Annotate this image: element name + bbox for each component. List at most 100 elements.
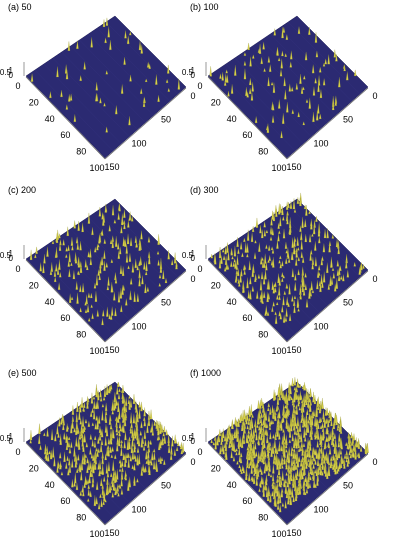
peak <box>299 445 303 452</box>
peak <box>104 498 107 503</box>
peak <box>126 233 130 245</box>
peak <box>242 283 245 294</box>
peak <box>267 245 271 251</box>
peak <box>317 449 320 460</box>
peak <box>59 460 62 470</box>
y-tick-label: 50 <box>161 115 171 125</box>
peak <box>116 385 119 395</box>
peak <box>140 437 144 448</box>
peak <box>284 483 288 494</box>
peak <box>328 446 332 455</box>
grid-line <box>252 45 328 123</box>
peak <box>87 421 91 427</box>
peak <box>319 466 322 476</box>
peak <box>287 495 290 505</box>
peak <box>60 471 64 476</box>
peak <box>281 50 284 57</box>
peak <box>255 217 259 228</box>
peak <box>287 257 291 263</box>
peak <box>315 406 318 417</box>
peak <box>276 486 279 497</box>
peak <box>89 447 92 455</box>
peak <box>289 201 293 209</box>
peak <box>255 431 258 441</box>
x-tick-label: 40 <box>227 114 237 124</box>
peak <box>312 391 315 403</box>
peak <box>49 91 52 98</box>
peak <box>274 412 277 422</box>
peak <box>167 64 170 74</box>
peak <box>305 483 308 487</box>
peak <box>82 407 86 412</box>
peak <box>158 441 161 451</box>
peak <box>79 490 82 496</box>
grid-line <box>79 405 154 482</box>
peak <box>109 446 112 453</box>
peak <box>76 241 80 250</box>
peak <box>300 417 303 423</box>
peak <box>102 396 106 401</box>
peak <box>125 452 129 459</box>
peak <box>249 78 252 86</box>
peak <box>320 257 324 266</box>
peak <box>339 460 343 469</box>
peak <box>233 245 237 257</box>
peak <box>286 101 289 113</box>
x-tick-label: 40 <box>45 114 55 124</box>
peak <box>350 440 354 446</box>
peak <box>316 404 320 411</box>
peak <box>113 474 117 483</box>
peak <box>95 415 98 421</box>
peak <box>296 488 300 496</box>
peak <box>147 440 150 448</box>
peak <box>78 408 81 420</box>
peak <box>86 399 89 409</box>
peak <box>329 411 333 422</box>
peak <box>274 314 278 324</box>
peak <box>112 459 115 471</box>
peak <box>318 405 322 414</box>
peak <box>58 452 62 459</box>
peak <box>279 263 282 269</box>
peak <box>293 208 297 213</box>
peak <box>224 255 228 265</box>
peak <box>127 220 130 228</box>
peak <box>277 222 280 229</box>
surface-base <box>25 198 187 342</box>
peak <box>295 472 298 481</box>
peak <box>93 400 96 409</box>
peak <box>77 440 81 450</box>
peak <box>228 441 231 449</box>
peak <box>230 84 234 94</box>
peak <box>108 485 112 493</box>
peak <box>333 432 337 439</box>
peak <box>272 256 275 268</box>
peak <box>261 260 265 268</box>
peak <box>87 317 91 322</box>
panel-title: (d) 300 <box>190 185 219 195</box>
peak <box>76 426 80 434</box>
peak <box>120 218 124 226</box>
peak <box>219 445 222 455</box>
peak <box>242 427 245 439</box>
peak <box>89 468 92 478</box>
peak <box>70 422 73 434</box>
peak <box>29 430 33 441</box>
peak <box>272 434 275 439</box>
peak <box>289 384 292 395</box>
peak <box>270 446 273 457</box>
peak <box>110 454 114 458</box>
x-tick-label: 80 <box>258 330 268 340</box>
peak <box>99 97 102 104</box>
peak <box>302 121 305 126</box>
z-tick-label: 1 <box>9 432 14 441</box>
y-tick-label: 50 <box>161 298 171 308</box>
peak <box>39 444 42 450</box>
y-tick-label: 0 <box>190 274 195 284</box>
peak <box>316 269 320 278</box>
peak <box>292 299 296 307</box>
peak <box>122 236 125 247</box>
peak <box>312 463 315 469</box>
peak <box>243 68 247 80</box>
